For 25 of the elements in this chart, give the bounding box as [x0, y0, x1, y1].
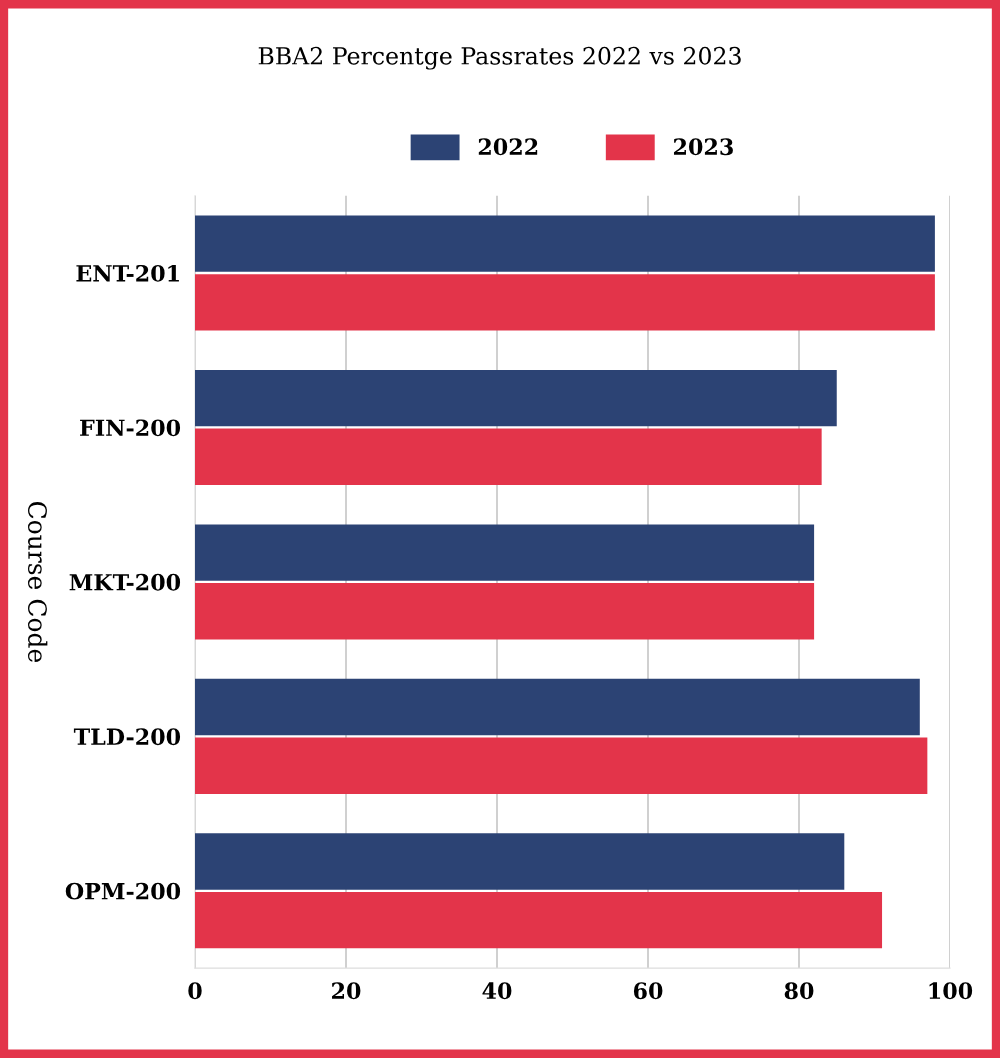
- bar: [195, 583, 815, 640]
- bar: [195, 737, 928, 794]
- bar: [195, 892, 883, 949]
- y-tick-label: OPM-200: [65, 882, 181, 900]
- y-tick-label: TLD-200: [73, 728, 181, 746]
- y-axis-title: Course Code: [28, 501, 48, 663]
- bar: [195, 678, 920, 736]
- bar: [195, 369, 837, 427]
- x-tick-label: 0: [188, 982, 202, 1000]
- legend-label: 2023: [673, 138, 733, 156]
- y-tick-label: FIN-200: [80, 419, 181, 437]
- x-tick-label: 40: [482, 982, 512, 1000]
- x-tick-label: 20: [332, 982, 361, 1000]
- x-tick-label: 100: [929, 982, 973, 1000]
- y-tick-label: MKT-200: [69, 573, 181, 591]
- x-tick-label: 80: [784, 982, 814, 1000]
- bar: [195, 524, 815, 581]
- bar: [195, 215, 935, 272]
- bar: [195, 833, 845, 890]
- y-tick-label: ENT-201: [76, 264, 179, 282]
- bar: [195, 274, 935, 331]
- chart-title: BBA2 Percentge Passrates 2022 vs 2023: [258, 46, 741, 70]
- legend-label: 2022: [478, 138, 538, 156]
- x-tick-label: 60: [633, 982, 663, 1000]
- bar: [195, 428, 822, 485]
